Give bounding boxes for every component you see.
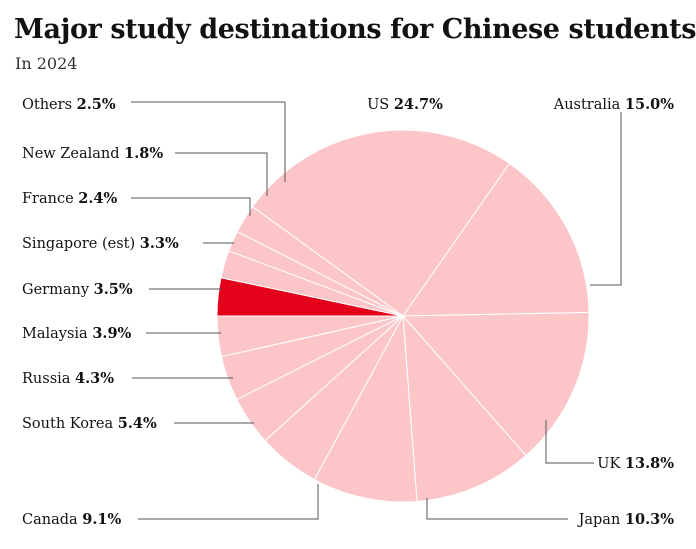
slice-label-others: Others 2.5% [22,96,116,113]
pie-slice-us [251,129,511,317]
slice-label-value: 2.5% [77,96,116,113]
leader-line-japan [426,498,568,520]
slice-label-australia: Australia 15.0% [553,96,675,113]
slice-label-value: 4.3% [75,370,114,387]
leader-line-france [131,197,251,216]
slice-label-name: UK [597,456,625,472]
slice-label-name: US [367,97,394,113]
slice-label-uk: UK 13.8% [597,455,674,472]
slice-label-new-zealand: New Zealand 1.8% [22,145,163,162]
slice-label-value: 15.0% [625,96,674,113]
slice-label-name: France [22,191,78,207]
slice-label-value: 9.1% [82,511,121,528]
pie-slice-uk [401,311,590,457]
slice-label-value: 5.4% [118,415,157,432]
slice-label-name: Canada [22,512,82,528]
slice-label-south-korea: South Korea 5.4% [22,415,157,432]
slice-label-name: Singapore (est) [22,236,140,252]
leader-line-uk [545,420,594,464]
pie-slice-australia [402,162,590,317]
slice-label-singapore-est: Singapore (est) 3.3% [22,235,179,252]
slice-label-canada: Canada 9.1% [22,511,121,528]
slice-label-japan: Japan 10.3% [577,511,675,528]
slice-label-name: Germany [22,282,94,298]
slice-label-value: 10.3% [625,511,674,528]
chart-title: Major study destinations for Chinese stu… [14,14,696,45]
chart-subtitle: In 2024 [15,54,78,73]
slice-label-malaysia: Malaysia 3.9% [22,325,132,342]
slice-label-value: 1.8% [124,145,163,162]
slice-label-name: South Korea [22,416,118,432]
slice-label-name: Japan [577,512,625,528]
slice-label-value: 3.3% [140,235,179,252]
pie-slices [216,129,590,503]
slice-label-value: 24.7% [394,96,443,113]
slice-label-name: Malaysia [22,326,92,342]
slice-label-value: 2.4% [78,190,117,207]
leader-line-new-zealand [175,152,268,196]
leader-line-others [131,101,286,182]
slice-label-france: France 2.4% [22,190,118,207]
slice-label-us: US 24.7% [367,96,443,113]
pie-slice-japan [402,314,527,503]
slice-label-name: Russia [22,371,75,387]
pie-slice-others [236,205,404,317]
slice-label-name: New Zealand [22,146,124,162]
leader-line-australia [590,112,622,286]
slice-label-value: 13.8% [625,455,674,472]
slice-label-russia: Russia 4.3% [22,370,114,387]
slice-label-name: Australia [553,97,625,113]
pie-slice-canada [313,314,418,503]
slice-label-value: 3.9% [92,325,131,342]
leader-line-canada [138,484,319,520]
slice-label-name: Others [22,97,77,113]
slice-label-germany: Germany 3.5% [22,281,133,298]
slice-label-value: 3.5% [94,281,133,298]
